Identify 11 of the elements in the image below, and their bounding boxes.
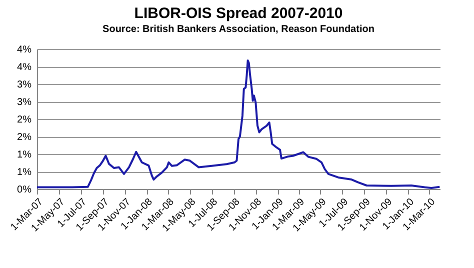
y-tick-label: 2% [17,114,32,126]
chart-subtitle: Source: British Bankers Association, Reason Foundation [102,24,374,35]
y-tick-label: 4% [17,62,32,73]
y-tick-label: 0% [17,184,32,196]
y-tick-label: 4% [17,44,32,56]
y-tick-label: 2% [17,132,32,143]
y-tick-label: 3% [17,97,32,108]
y-tick-label: 1% [17,167,32,178]
chart-title: LIBOR-OIS Spread 2007-2010 [134,5,343,22]
y-tick-label: 3% [17,80,32,90]
y-tick-label: 1% [17,150,32,160]
